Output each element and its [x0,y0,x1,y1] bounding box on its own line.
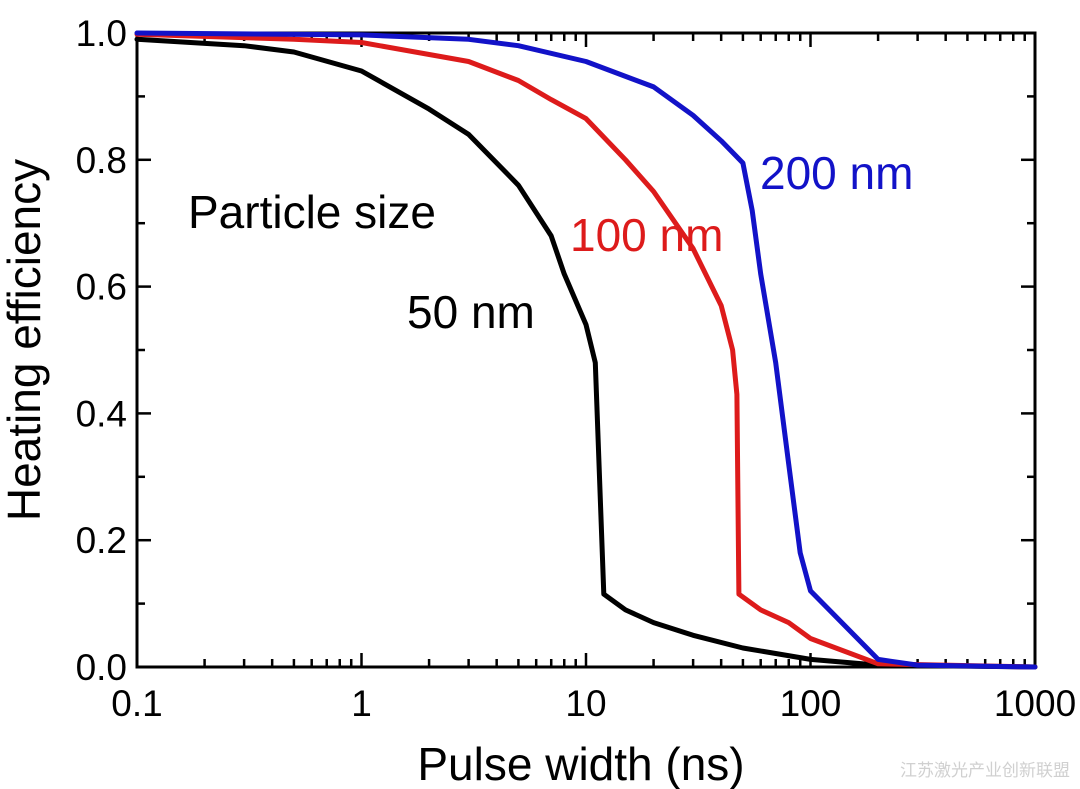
x-tick-label: 100 [780,683,842,724]
series-label-200nm: 200 nm [760,147,913,199]
series-line-200nm [134,30,1038,670]
series-line-50nm [134,36,1038,670]
y-tick-label: 0.0 [76,647,127,688]
series-label-100nm: 100 nm [570,209,723,261]
y-tick-label: 0.2 [76,520,127,561]
x-tick-label: 1000 [994,683,1076,724]
series-label-50nm: 50 nm [407,286,535,338]
x-tick-label: 0.1 [111,683,162,724]
y-tick-label: 0.4 [76,393,127,434]
y-tick-label: 1.0 [76,13,127,54]
x-tick-label: 1 [351,683,372,724]
y-axis-title: Heating efficiency [0,159,50,521]
series-layer [134,30,1038,670]
x-tick-label: 10 [565,683,606,724]
series-line-100nm [134,31,1038,670]
y-tick-label: 0.8 [76,140,127,181]
y-tick-label: 0.6 [76,267,127,308]
y-tick-labels: 0.0 0.2 0.4 0.6 0.8 1.0 [76,13,127,688]
plot-frame [135,31,1037,669]
axis-ticks [135,31,1035,669]
x-tick-labels: 0.1 1 10 100 1000 [111,683,1076,724]
legend-title: Particle size [188,186,436,238]
x-axis-title: Pulse width (ns) [417,738,744,789]
watermark-text: 江苏激光产业创新联盟 [900,761,1070,781]
